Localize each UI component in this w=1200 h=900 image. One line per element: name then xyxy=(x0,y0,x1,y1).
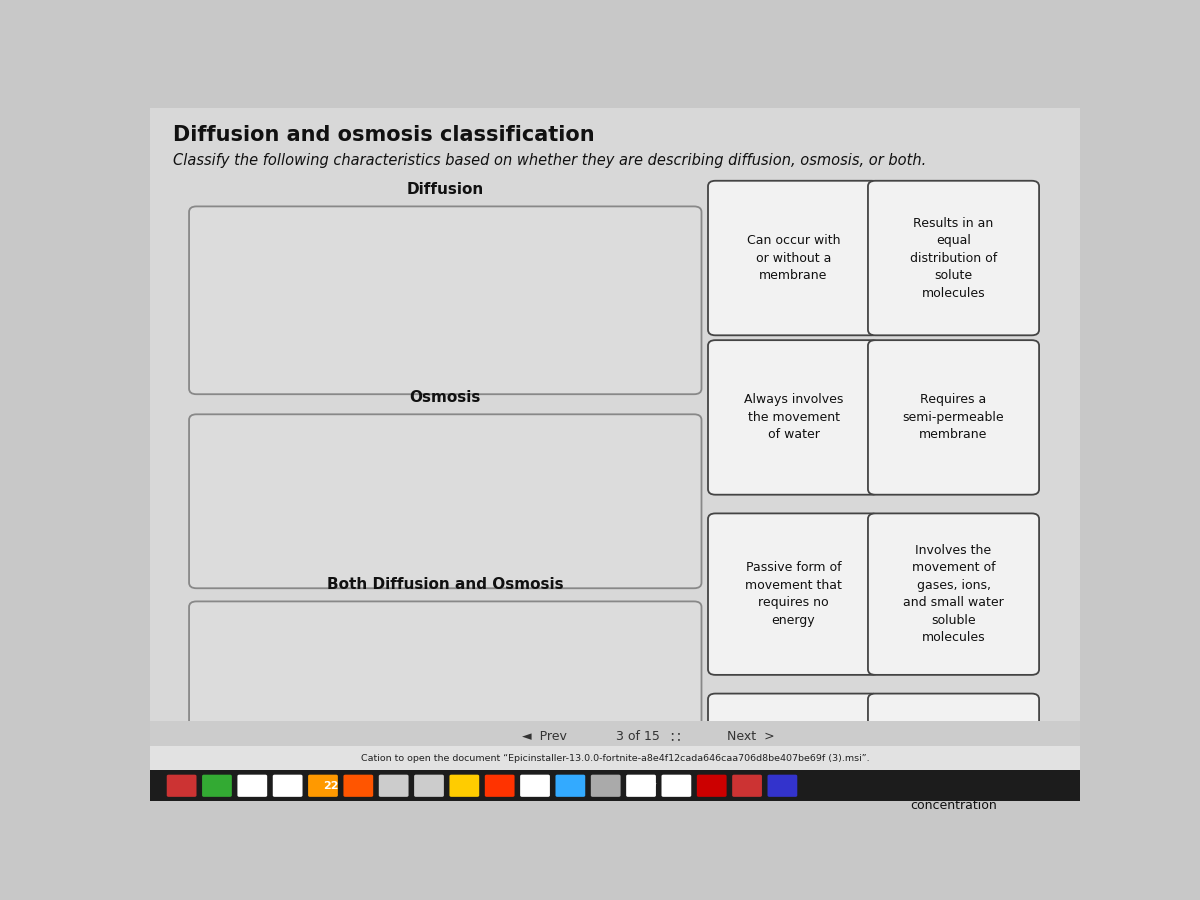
Text: Involves the
movement of
gases, ions,
and small water
soluble
molecules: Involves the movement of gases, ions, an… xyxy=(904,544,1004,644)
Text: Responsible for
gas exchange
in the lungs: Responsible for gas exchange in the lung… xyxy=(745,747,841,795)
FancyBboxPatch shape xyxy=(485,775,515,796)
FancyBboxPatch shape xyxy=(708,340,880,495)
FancyBboxPatch shape xyxy=(708,181,880,336)
FancyBboxPatch shape xyxy=(768,775,797,796)
Text: Diffusion: Diffusion xyxy=(407,182,484,197)
Bar xyxy=(150,745,1080,772)
Text: Results in an
equal
distribution of
solute
molecules: Results in an equal distribution of solu… xyxy=(910,217,997,300)
Text: Requires a
semi-permeable
membrane: Requires a semi-permeable membrane xyxy=(902,393,1004,441)
FancyBboxPatch shape xyxy=(556,775,586,796)
FancyBboxPatch shape xyxy=(708,513,880,675)
FancyBboxPatch shape xyxy=(379,775,408,796)
FancyBboxPatch shape xyxy=(868,340,1039,495)
FancyBboxPatch shape xyxy=(190,601,702,734)
FancyBboxPatch shape xyxy=(590,775,620,796)
Bar xyxy=(150,721,1080,749)
Text: 22: 22 xyxy=(324,781,340,791)
FancyBboxPatch shape xyxy=(450,775,479,796)
Text: Osmosis: Osmosis xyxy=(409,390,481,405)
Text: Classify the following characteristics based on whether they are describing diff: Classify the following characteristics b… xyxy=(173,153,926,168)
FancyBboxPatch shape xyxy=(238,775,268,796)
FancyBboxPatch shape xyxy=(190,414,702,589)
Text: Diffusion and osmosis classification: Diffusion and osmosis classification xyxy=(173,125,595,145)
FancyBboxPatch shape xyxy=(697,775,727,796)
FancyBboxPatch shape xyxy=(190,206,702,394)
Text: Next  >: Next > xyxy=(727,730,774,743)
FancyBboxPatch shape xyxy=(520,775,550,796)
FancyBboxPatch shape xyxy=(414,775,444,796)
FancyBboxPatch shape xyxy=(868,694,1039,848)
Text: ∷: ∷ xyxy=(671,729,680,744)
Text: Always involves
the movement
of water: Always involves the movement of water xyxy=(744,393,844,441)
FancyBboxPatch shape xyxy=(626,775,656,796)
Text: 3 of 15: 3 of 15 xyxy=(617,730,660,743)
Bar xyxy=(150,770,1080,801)
Text: Cation to open the document “Epicinstaller-13.0.0-fortnite-a8e4f12cada646caa706d: Cation to open the document “Epicinstall… xyxy=(361,754,869,763)
FancyBboxPatch shape xyxy=(343,775,373,796)
FancyBboxPatch shape xyxy=(202,775,232,796)
Text: ◄  Prev: ◄ Prev xyxy=(522,730,566,743)
FancyBboxPatch shape xyxy=(732,775,762,796)
Text: Can occur with
or without a
membrane: Can occur with or without a membrane xyxy=(746,234,840,282)
FancyBboxPatch shape xyxy=(661,775,691,796)
FancyBboxPatch shape xyxy=(308,775,338,796)
Text: Moves from
areas of high
concentration to
low
concentration: Moves from areas of high concentration t… xyxy=(902,729,1006,813)
FancyBboxPatch shape xyxy=(868,513,1039,675)
Text: tv: tv xyxy=(647,781,658,791)
FancyBboxPatch shape xyxy=(868,181,1039,336)
FancyBboxPatch shape xyxy=(167,775,197,796)
Text: Both Diffusion and Osmosis: Both Diffusion and Osmosis xyxy=(326,577,564,591)
FancyBboxPatch shape xyxy=(272,775,302,796)
FancyBboxPatch shape xyxy=(708,694,880,848)
Text: Passive form of
movement that
requires no
energy: Passive form of movement that requires n… xyxy=(745,562,842,627)
